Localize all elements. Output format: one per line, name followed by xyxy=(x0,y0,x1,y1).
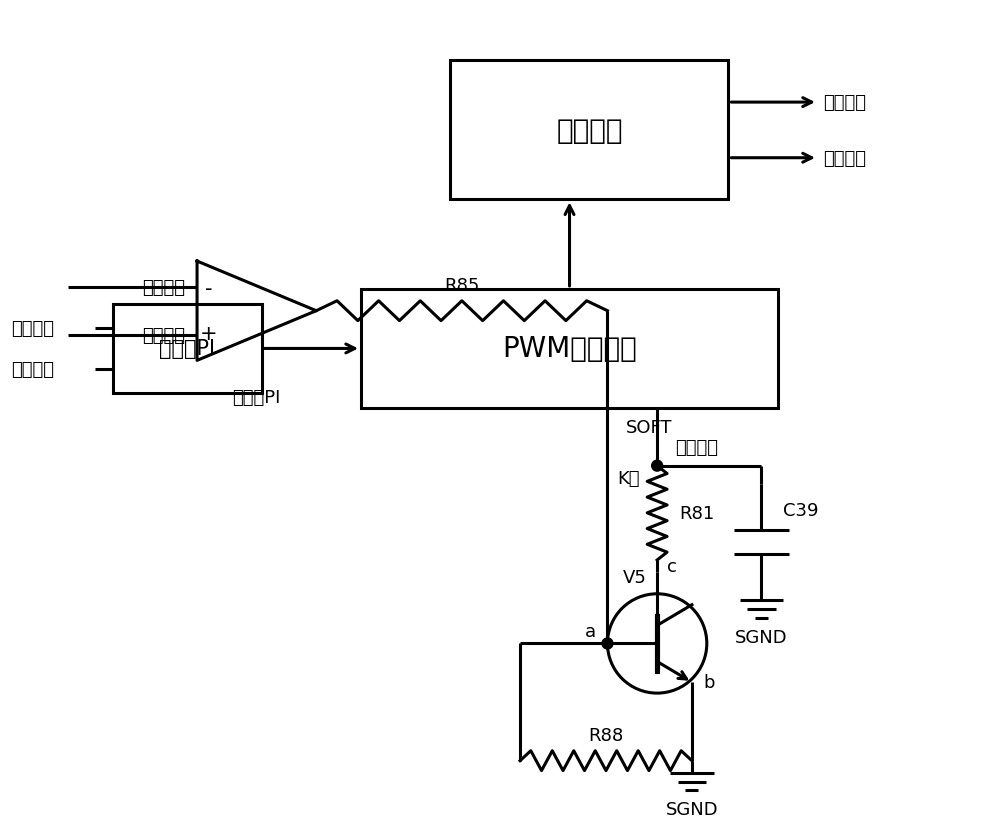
Bar xyxy=(113,305,262,393)
Text: 电流环PI: 电流环PI xyxy=(232,388,281,407)
Text: V5: V5 xyxy=(623,568,647,586)
Text: c: c xyxy=(667,557,677,575)
Text: 软启动脚: 软启动脚 xyxy=(675,438,718,456)
Text: 电流采样: 电流采样 xyxy=(823,150,866,167)
Text: b: b xyxy=(704,673,715,691)
Bar xyxy=(361,290,778,408)
Text: -: - xyxy=(205,279,213,299)
Text: a: a xyxy=(584,622,596,640)
Text: R81: R81 xyxy=(679,504,714,522)
Text: SGND: SGND xyxy=(735,628,788,646)
Circle shape xyxy=(652,460,663,471)
Text: 限流基准: 限流基准 xyxy=(142,278,185,296)
Bar xyxy=(450,61,728,200)
Text: +: + xyxy=(200,324,218,344)
Text: R88: R88 xyxy=(588,726,624,744)
Text: 电压采样: 电压采样 xyxy=(11,360,54,378)
Text: PWM控制芊片: PWM控制芊片 xyxy=(502,335,637,363)
Text: R85: R85 xyxy=(444,277,480,295)
Text: 电压环PI: 电压环PI xyxy=(159,339,215,359)
Text: 功率电路: 功率电路 xyxy=(556,117,623,145)
Text: C39: C39 xyxy=(783,502,819,520)
Text: SGND: SGND xyxy=(666,801,718,818)
Text: 电压基准: 电压基准 xyxy=(11,320,54,338)
Circle shape xyxy=(602,638,613,649)
Text: SOFT: SOFT xyxy=(626,418,672,436)
Text: 电流采样: 电流采样 xyxy=(142,326,185,344)
Text: K级: K级 xyxy=(617,469,639,487)
Text: 电压采样: 电压采样 xyxy=(823,94,866,112)
